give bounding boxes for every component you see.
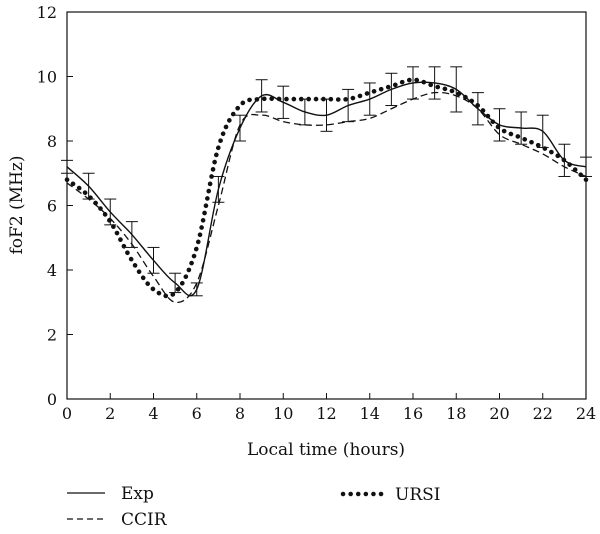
y-tick-label: 4: [47, 261, 57, 280]
x-tick-label: 8: [235, 404, 245, 423]
error-bar: [255, 79, 268, 113]
y-tick-label: 2: [47, 326, 57, 345]
x-axis-ticks: 0 2 4 6 8 10 12 14 16 18 20 22 24: [62, 393, 596, 423]
error-bar: [363, 82, 376, 116]
plot-area-frame: [66, 11, 587, 400]
x-tick-label: 12: [316, 404, 336, 423]
x-tick-label: 2: [105, 404, 115, 423]
x-tick-label: 14: [360, 404, 380, 423]
error-bar: [385, 72, 398, 107]
x-tick-label: 0: [62, 404, 72, 423]
y-tick-label: 10: [37, 68, 57, 87]
y-axis-ticks: 0 2 4 6 8 10 12: [37, 3, 73, 409]
y-tick-label: 6: [47, 197, 57, 216]
error-bar: [212, 175, 225, 203]
x-tick-label: 24: [576, 404, 596, 423]
x-tick-label: 18: [446, 404, 466, 423]
x-tick-label: 16: [403, 404, 423, 423]
error-bar: [493, 108, 506, 142]
legend-exp-label: Exp: [121, 484, 154, 504]
error-bar: [342, 88, 355, 123]
y-tick-label: 8: [47, 132, 57, 151]
x-axis-label: Local time (hours): [247, 440, 405, 460]
error-bar: [450, 66, 463, 113]
series-layer: [61, 66, 592, 304]
error-bar: [147, 246, 160, 274]
x-tick-label: 10: [273, 404, 293, 423]
y-tick-label: 12: [37, 3, 57, 22]
error-bar: [169, 272, 182, 294]
error-bar: [536, 114, 549, 148]
error-bar: [298, 98, 311, 126]
x-tick-label: 6: [192, 404, 202, 423]
legend-ccir-label: CCIR: [121, 510, 168, 530]
error-bar: [190, 282, 203, 297]
y-tick-label: 0: [47, 390, 57, 409]
series-line-ursi: [64, 77, 589, 299]
error-bar: [428, 66, 441, 100]
error-bar: [277, 85, 290, 119]
x-tick-label: 20: [489, 404, 509, 423]
error-bar: [234, 114, 246, 142]
y-axis-label: foF2 (MHz): [7, 156, 27, 255]
error-bar: [61, 159, 73, 174]
x-tick-label: 22: [533, 404, 553, 423]
legend: Exp CCIR URSI: [67, 484, 441, 530]
error-bar: [515, 111, 528, 145]
error-bar: [82, 172, 95, 200]
x-tick-label: 4: [148, 404, 158, 423]
legend-ursi-label: URSI: [395, 485, 441, 505]
